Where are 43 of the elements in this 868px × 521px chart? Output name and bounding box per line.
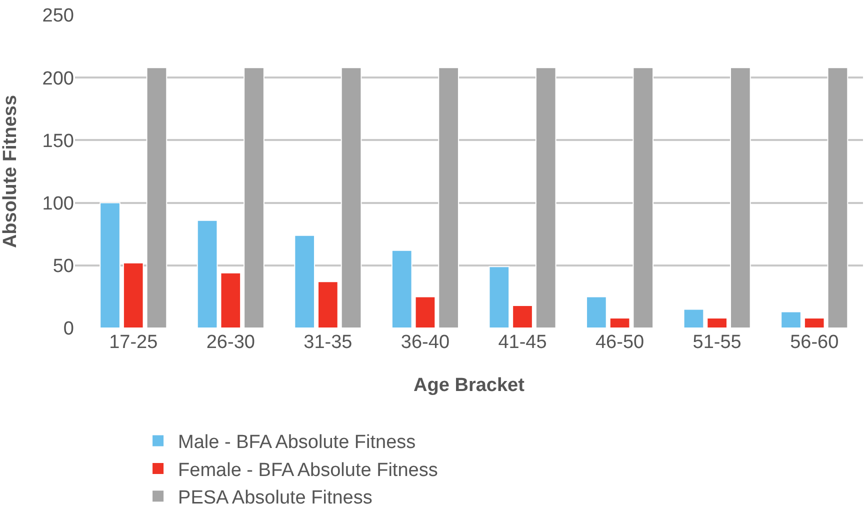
bar (244, 67, 264, 328)
legend-label: Female - BFA Absolute Fitness (178, 460, 438, 481)
bar (586, 296, 607, 328)
x-tick-label: 46-50 (595, 332, 644, 353)
y-tick-label: 0 (63, 318, 74, 340)
bar (512, 304, 533, 328)
bar (196, 220, 218, 328)
bar (632, 67, 654, 328)
bar (294, 234, 316, 328)
bar (488, 266, 510, 328)
bar (780, 311, 802, 328)
bar (804, 317, 825, 328)
y-tick-label: 100 (42, 193, 74, 214)
x-tick-label: 26-30 (206, 332, 255, 353)
y-tick-label: 50 (52, 256, 74, 278)
x-axis-title: Age Bracket (414, 374, 526, 396)
bar (340, 67, 362, 328)
bar (414, 296, 436, 328)
bar (122, 262, 144, 328)
bar (146, 67, 168, 328)
bar (683, 308, 704, 328)
x-tick-label: 36-40 (400, 332, 450, 353)
bar (730, 67, 751, 328)
y-tick-label: 150 (42, 130, 74, 152)
x-tick-label: 51-55 (692, 332, 742, 353)
bar (609, 317, 630, 328)
bar (100, 202, 120, 328)
x-tick-label: 56-60 (790, 332, 839, 353)
y-tick-label: 200 (42, 68, 74, 90)
bar (318, 281, 338, 328)
bar (827, 67, 848, 328)
legend-label: Male - BFA Absolute Fitness (178, 432, 416, 454)
bar (535, 67, 556, 328)
y-tick-label: 250 (42, 6, 74, 27)
y-axis-title: Absolute Fitness (0, 94, 22, 248)
bar (438, 67, 459, 328)
x-tick-label: 41-45 (498, 332, 547, 353)
x-tick-label: 31-35 (304, 332, 352, 353)
bar (220, 272, 242, 328)
bar (706, 317, 728, 328)
x-tick-label: 17-25 (109, 332, 158, 353)
bar (391, 250, 412, 328)
legend-label: PESA Absolute Fitness (178, 488, 372, 509)
